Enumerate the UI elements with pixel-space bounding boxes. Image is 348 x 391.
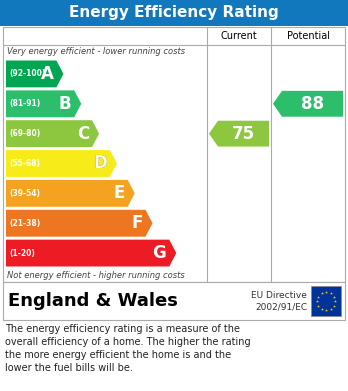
- Text: the more energy efficient the home is and the: the more energy efficient the home is an…: [5, 350, 231, 360]
- Bar: [3, 27, 345, 282]
- Polygon shape: [6, 90, 81, 117]
- Text: (81-91): (81-91): [9, 99, 40, 108]
- Bar: [3, 282, 345, 320]
- Text: Not energy efficient - higher running costs: Not energy efficient - higher running co…: [7, 271, 185, 280]
- Text: Very energy efficient - lower running costs: Very energy efficient - lower running co…: [7, 47, 185, 57]
- Text: (39-54): (39-54): [9, 189, 40, 198]
- Text: overall efficiency of a home. The higher the rating: overall efficiency of a home. The higher…: [5, 337, 251, 347]
- Text: C: C: [77, 125, 89, 143]
- Polygon shape: [6, 210, 152, 237]
- Bar: [0, 0, 348, 26]
- Text: Current: Current: [221, 31, 258, 41]
- Polygon shape: [209, 121, 269, 147]
- Text: D: D: [93, 154, 107, 172]
- Text: lower the fuel bills will be.: lower the fuel bills will be.: [5, 363, 133, 373]
- Text: Potential: Potential: [286, 31, 330, 41]
- Text: 88: 88: [301, 95, 324, 113]
- Text: B: B: [58, 95, 71, 113]
- Text: (21-38): (21-38): [9, 219, 40, 228]
- Text: A: A: [41, 65, 54, 83]
- Text: D: D: [93, 154, 107, 172]
- Text: G: G: [152, 244, 166, 262]
- Text: 75: 75: [232, 125, 255, 143]
- Text: Energy Efficiency Rating: Energy Efficiency Rating: [69, 5, 279, 20]
- Text: F: F: [131, 214, 143, 232]
- Polygon shape: [6, 180, 135, 207]
- Polygon shape: [273, 91, 343, 117]
- Text: E: E: [113, 185, 125, 203]
- Bar: [311, 286, 341, 316]
- Polygon shape: [6, 240, 176, 267]
- Text: (55-68): (55-68): [9, 159, 40, 168]
- Text: EU Directive
2002/91/EC: EU Directive 2002/91/EC: [251, 291, 307, 311]
- Text: (69-80): (69-80): [9, 129, 40, 138]
- Text: (92-100): (92-100): [9, 70, 45, 79]
- Text: (1-20): (1-20): [9, 249, 35, 258]
- Text: The energy efficiency rating is a measure of the: The energy efficiency rating is a measur…: [5, 324, 240, 334]
- Polygon shape: [6, 120, 99, 147]
- Text: England & Wales: England & Wales: [8, 292, 178, 310]
- Polygon shape: [6, 150, 117, 177]
- Polygon shape: [6, 61, 63, 87]
